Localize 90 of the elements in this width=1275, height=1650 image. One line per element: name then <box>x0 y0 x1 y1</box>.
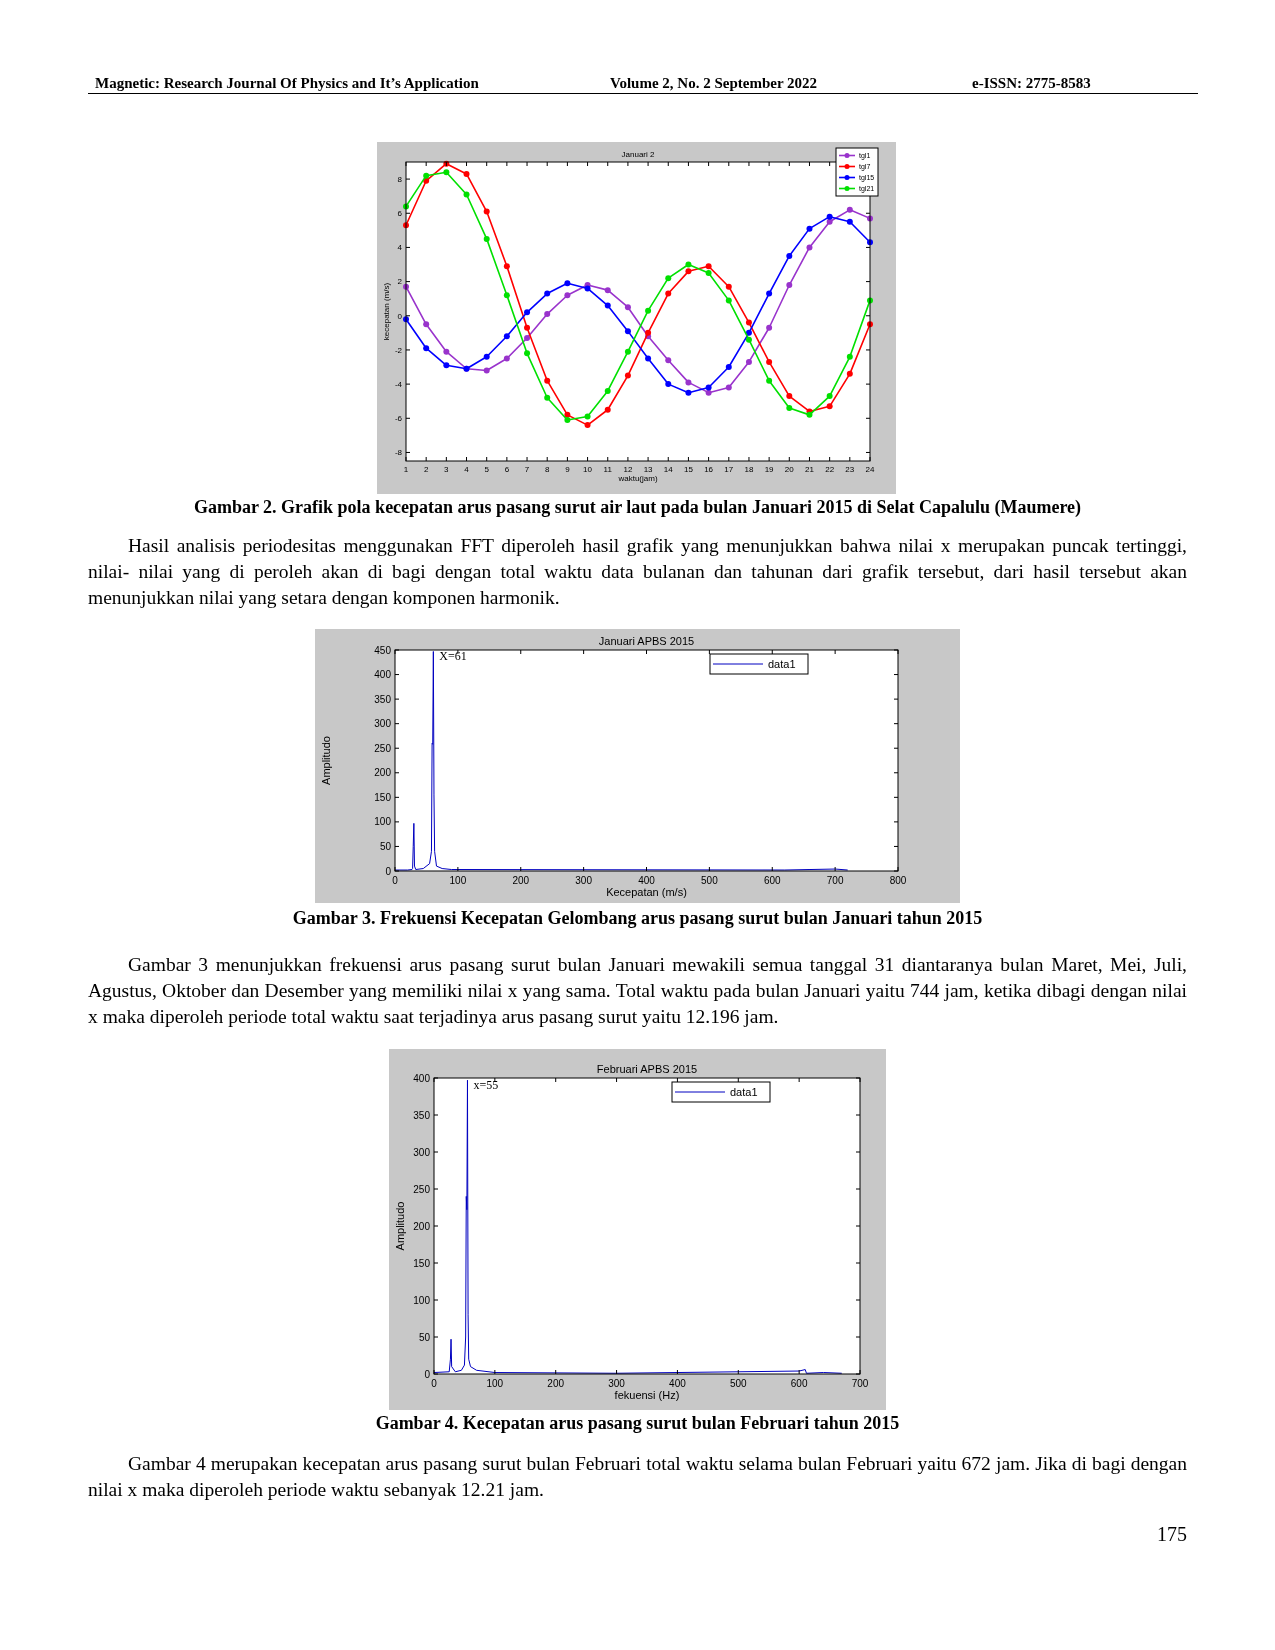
text: Magnetic: Research Journal Of Physics and It’s Application <box>95 74 480 93</box>
y-tick-label: -2 <box>394 345 403 355</box>
text: Gambar 4 merupakan kecepatan arus pasang surut bulan Februari total waktu selama bulan Februari yaitu 672 jam. Jika di bagi dengan nilai x maka diperoleh periode waktu sebanyak 12.21 jam. <box>88 1452 1187 1502</box>
x-tick-label: 15 <box>683 465 694 474</box>
y-tick-label: 200 <box>413 1220 431 1232</box>
y-tick-label: 150 <box>413 1257 431 1269</box>
y-tick-label: 250 <box>413 1183 431 1195</box>
y-axis-title: kecepatan (m/s) <box>382 282 391 341</box>
annotation: x=55 <box>473 1078 499 1093</box>
x-tick-label: 700 <box>826 875 844 886</box>
text: Gambar 3. Frekuensi Kecepatan Gelombang arus pasang surut bulan Januari tahun 2015 <box>291 907 984 930</box>
x-tick-label: 7 <box>524 465 530 474</box>
annotation: X=61 <box>439 649 467 664</box>
x-tick-label: 19 <box>764 465 775 474</box>
x-tick-label: 300 <box>575 875 593 886</box>
x-tick-label: 300 <box>608 1378 626 1389</box>
legend-label: data1 <box>768 657 796 670</box>
x-tick-label: 16 <box>704 465 714 474</box>
x-tick-label: 24 <box>865 465 875 474</box>
y-tick-label: 0 <box>397 311 403 321</box>
legend-label: data1 <box>730 1085 758 1098</box>
y-tick-label: -8 <box>394 448 403 458</box>
x-tick-label: 10 <box>583 465 593 474</box>
chart-title: Januari 2 <box>621 150 655 159</box>
y-tick-label: 450 <box>374 644 392 656</box>
x-axis-title: Kecepatan (m/s) <box>606 886 687 898</box>
x-tick-label: 600 <box>790 1378 808 1389</box>
x-tick-label: 0 <box>431 1378 438 1389</box>
text: e-ISSN: 2775-8583 <box>972 74 1092 93</box>
x-tick-label: 20 <box>784 465 795 474</box>
x-tick-label: 1 <box>403 465 409 474</box>
chart-title: Januari APBS 2015 <box>598 635 695 647</box>
x-tick-label: 400 <box>669 1378 687 1389</box>
x-tick-label: 5 <box>484 465 490 474</box>
x-tick-label: 4 <box>464 465 470 474</box>
x-tick-label: 3 <box>444 465 450 474</box>
x-tick-label: 500 <box>701 875 719 886</box>
y-tick-label: 8 <box>397 174 403 184</box>
y-tick-label: 0 <box>385 865 392 877</box>
x-tick-label: 600 <box>763 875 782 886</box>
x-axis-title: waktu(jam) <box>617 474 658 483</box>
x-tick-label: 100 <box>486 1378 504 1389</box>
y-tick-label: 50 <box>418 1331 431 1343</box>
x-tick-label: 22 <box>825 465 835 474</box>
x-tick-label: 12 <box>623 465 633 474</box>
x-tick-label: 6 <box>504 465 510 474</box>
x-tick-label: 500 <box>729 1378 748 1389</box>
y-tick-label: 250 <box>374 742 392 754</box>
text: Gambar 4. Kecepatan arus pasang surut bulan Februari tahun 2015 <box>374 1412 901 1435</box>
x-tick-label: 9 <box>565 465 571 474</box>
x-tick-label: 400 <box>638 875 656 886</box>
y-tick-label: 350 <box>374 693 392 705</box>
x-tick-label: 17 <box>724 465 734 474</box>
x-tick-label: 13 <box>643 465 654 474</box>
y-tick-label: 100 <box>413 1294 431 1306</box>
x-tick-label: 700 <box>851 1378 869 1389</box>
y-tick-label: 2 <box>397 277 403 287</box>
x-tick-label: 21 <box>805 465 815 474</box>
y-tick-label: 4 <box>397 243 403 253</box>
text: Gambar 2. Grafik pola kecepatan arus pasang surut air laut pada bulan Januari 2015 di Selat Capalulu (Maumere) <box>192 496 1083 519</box>
x-tick-label: 14 <box>663 465 674 474</box>
y-tick-label: -4 <box>394 379 403 389</box>
x-tick-label: 100 <box>449 875 467 886</box>
x-tick-label: 8 <box>544 465 550 474</box>
y-tick-label: 350 <box>413 1109 431 1121</box>
text: Volume 2, No. 2 September 2022 <box>610 74 819 93</box>
y-tick-label: 200 <box>374 767 392 779</box>
y-tick-label: 6 <box>397 209 403 219</box>
x-tick-label: 11 <box>603 465 613 474</box>
y-tick-label: -6 <box>394 414 403 424</box>
y-axis-title: Amplitudo <box>394 1201 406 1251</box>
chart-title: Februari APBS 2015 <box>596 1063 698 1075</box>
x-axis-title: fekuensi (Hz) <box>614 1389 680 1401</box>
y-tick-label: 300 <box>374 718 392 730</box>
x-tick-label: 800 <box>889 875 907 886</box>
y-axis-title: Amplitudo <box>320 736 332 785</box>
text: Hasil analisis periodesitas menggunakan FFT diperoleh hasil grafik yang menunjukkan bahwa nilai x merupakan puncak tertinggi, nilai- nilai yang di peroleh akan di bagi dengan total waktu data bulanan dan tahunan dari grafik tersebut, dari hasil tersebut akan menunjukkan nilai yang setara dengan komponen harmonik. <box>88 534 1187 610</box>
x-tick-label: 200 <box>512 875 530 886</box>
text: Gambar 3 menunjukkan frekuensi arus pasang surut bulan Januari mewakili semua tanggal 31 diantaranya bulan Maret, Mei, Juli, Agustus, Oktober dan Desember yang memiliki nilai x yang sama. Total waktu pada bulan Januari yaitu 744 jam, ketika dibagi dengan nilai x maka diperoleh periode total waktu saat terjadinya arus pasang surut yaitu 12.196 jam. <box>88 953 1187 1029</box>
y-tick-label: 100 <box>374 816 392 828</box>
y-tick-label: 300 <box>413 1146 431 1158</box>
y-tick-label: 0 <box>424 1368 431 1380</box>
x-tick-label: 18 <box>744 465 754 474</box>
text: 175 <box>1156 1522 1187 1547</box>
y-tick-label: 400 <box>413 1072 431 1084</box>
y-tick-label: 50 <box>379 840 392 852</box>
y-tick-label: 400 <box>374 669 392 681</box>
x-tick-label: 200 <box>547 1378 565 1389</box>
x-tick-label: 23 <box>845 465 855 474</box>
y-tick-label: 150 <box>374 791 392 803</box>
